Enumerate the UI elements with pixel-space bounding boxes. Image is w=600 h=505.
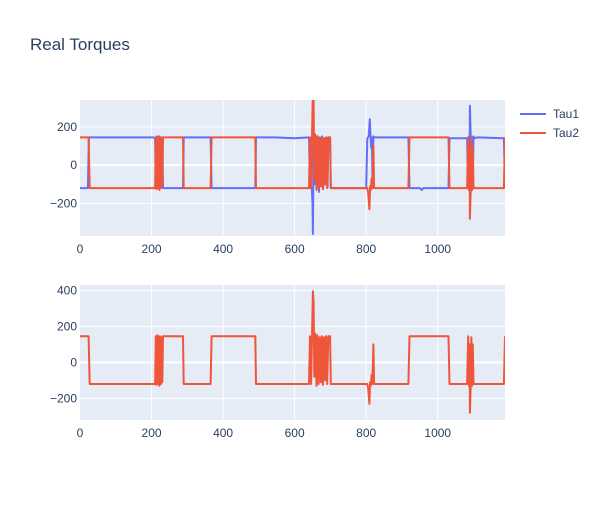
chart-title: Real Torques [30, 35, 130, 54]
x-tick-label: 200 [142, 242, 162, 256]
x-tick-label: 800 [356, 242, 376, 256]
x-tick-label: 600 [285, 242, 305, 256]
x-tick-label: 1000 [424, 426, 451, 440]
legend-label-tau1: Tau1 [553, 107, 579, 121]
x-tick-label: 400 [213, 242, 233, 256]
y-tick-label: −200 [50, 196, 77, 210]
x-tick-label: 200 [142, 426, 162, 440]
series-line-tau2 [80, 290, 505, 414]
x-tick-label: 1000 [424, 242, 451, 256]
legend: Tau1 Tau2 [520, 107, 579, 140]
y-tick-label: 400 [57, 283, 77, 297]
legend-label-tau2: Tau2 [553, 126, 579, 140]
x-tick-label: 0 [77, 242, 84, 256]
x-tick-label: 800 [356, 426, 376, 440]
x-tick-label: 0 [77, 426, 84, 440]
y-tick-label: 200 [57, 319, 77, 333]
y-tick-label: 0 [70, 158, 77, 172]
y-tick-label: 200 [57, 120, 77, 134]
plot-area [80, 285, 505, 420]
x-tick-label: 400 [213, 426, 233, 440]
subplot-2: 0 200 400 600 800 1000 −200 0 200 400 [50, 283, 505, 440]
series-line-tau2 [80, 100, 505, 220]
plot-area [80, 100, 505, 236]
subplot-1: 0 200 400 600 800 1000 −200 0 200 [50, 100, 505, 256]
y-tick-label: 0 [70, 355, 77, 369]
y-tick-label: −200 [50, 391, 77, 405]
x-tick-label: 600 [285, 426, 305, 440]
